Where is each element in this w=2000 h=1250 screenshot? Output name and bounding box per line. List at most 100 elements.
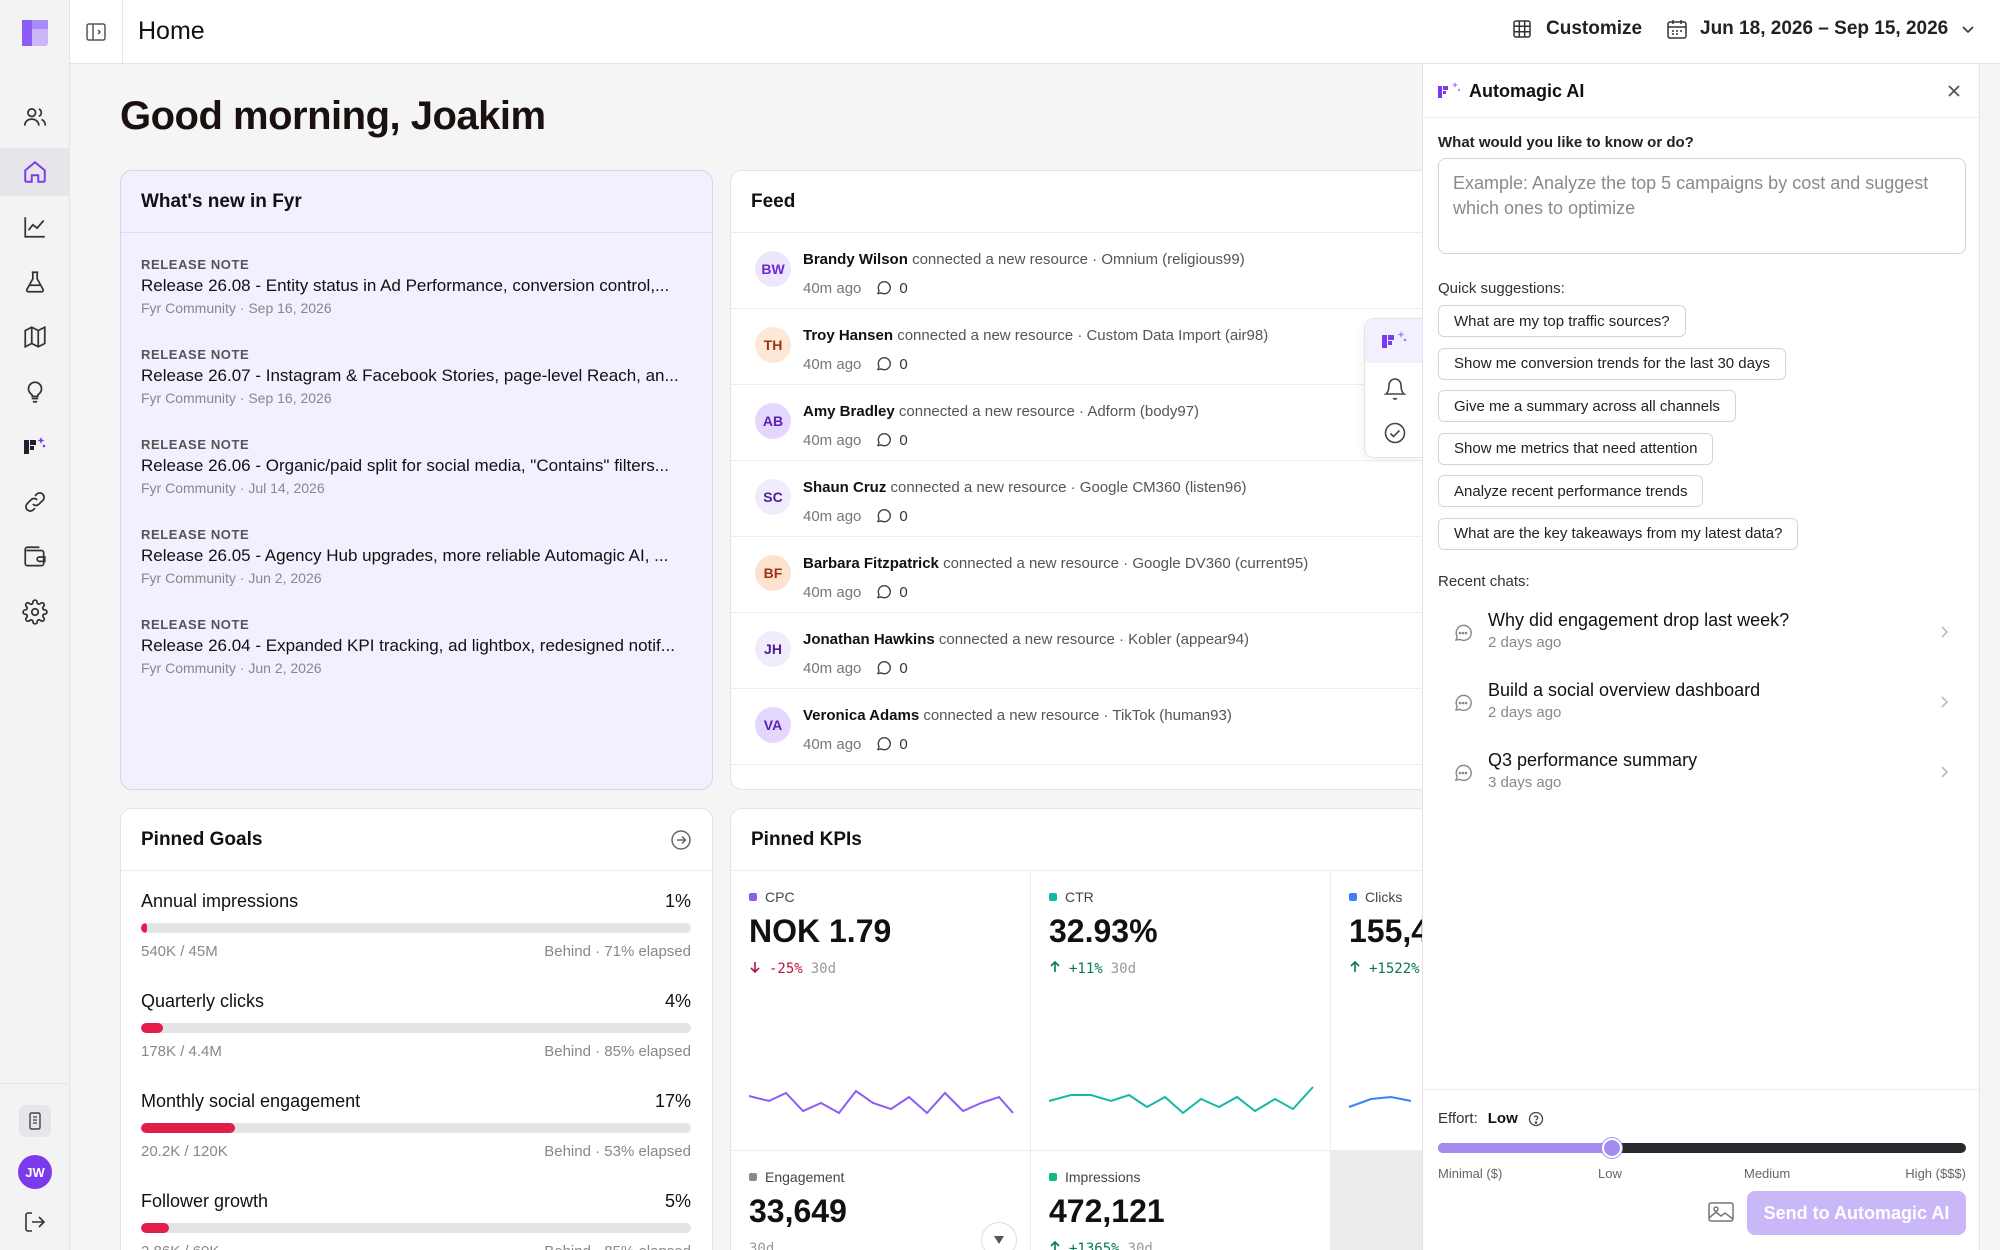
release-note-kicker: RELEASE NOTE (141, 527, 250, 542)
date-range-label: Jun 18, 2026 – Sep 15, 2026 (1700, 18, 1949, 39)
recent-chat-time: 2 days ago (1488, 704, 1562, 721)
recent-chat-item[interactable]: Why did engagement drop last week? 2 days… (1438, 602, 1966, 664)
check-circle-icon[interactable] (1365, 411, 1425, 455)
sidebar-toggle-icon[interactable] (84, 20, 108, 44)
effort-slider[interactable] (1438, 1138, 1966, 1158)
suggestion-chip[interactable]: Give me a summary across all channels (1438, 390, 1736, 422)
feed-avatar: SC (755, 479, 791, 515)
ai-prompt-input[interactable] (1438, 158, 1966, 254)
feed-item[interactable]: AB Amy Bradley connected a new resource ·… (731, 385, 1429, 461)
feed-avatar: JH (755, 631, 791, 667)
effort-slider-thumb[interactable] (1602, 1138, 1623, 1158)
customize-button[interactable]: Customize (1512, 18, 1642, 40)
kpi-delta-row: -25% 30d (749, 961, 836, 977)
suggestion-chip[interactable]: Analyze recent performance trends (1438, 475, 1704, 507)
goal-progress-fill (141, 1123, 235, 1133)
link-icon[interactable] (0, 478, 70, 526)
goal-item[interactable]: Annual impressions 1% 540K / 45M Behind · 7… (141, 891, 691, 960)
comment-count[interactable]: 0 (875, 355, 908, 373)
comment-count-value: 0 (899, 507, 908, 525)
bell-icon[interactable] (1365, 367, 1425, 411)
image-attach-icon[interactable] (1708, 1202, 1734, 1222)
recent-chat-item[interactable]: Build a social overview dashboard 2 days … (1438, 672, 1966, 734)
device-icon[interactable] (0, 1104, 70, 1138)
kpi-tile[interactable]: Engagement 33,649 30d (731, 1151, 1031, 1250)
customize-label: Customize (1546, 18, 1643, 39)
automagic-icon[interactable] (0, 423, 70, 471)
feed-item[interactable]: SC Shaun Cruz connected a new resource · … (731, 461, 1429, 537)
goal-row: Quarterly clicks 4% (141, 991, 691, 1012)
comment-count[interactable]: 0 (875, 583, 908, 601)
send-button[interactable]: Send to Automagic AI (1747, 1191, 1966, 1235)
comment-count[interactable]: 0 (875, 735, 908, 753)
suggestion-chip[interactable]: Show me conversion trends for the last 3… (1438, 347, 1786, 380)
release-note-item[interactable]: RELEASE NOTE Release 26.04 - Expanded KP… (141, 617, 696, 676)
release-note-item[interactable]: RELEASE NOTE Release 26.07 - Instagram &… (141, 347, 696, 406)
arrow-up-icon (1349, 960, 1361, 977)
recent-chat-title: Q3 performance summary (1488, 750, 1698, 770)
feed-text: Barbara Fitzpatrick connected a new reso… (803, 555, 1308, 572)
goal-row: Monthly social engagement 17% (141, 1091, 691, 1112)
goal-row: Follower growth 5% (141, 1191, 691, 1212)
kpi-tile[interactable]: Clicks 155,4 +1522% (1331, 871, 1430, 1151)
feed-item[interactable]: TH Troy Hansen connected a new resource ·… (731, 309, 1429, 385)
feed-item[interactable]: BF Barbara Fitzpatrick connected a new re… (731, 537, 1429, 613)
kpi-tile-placeholder (1331, 1151, 1429, 1250)
scroll-down-button[interactable] (981, 1222, 1017, 1250)
arrow-up-icon (1049, 960, 1061, 977)
feed-item[interactable]: VA Veronica Adams connected a new resourc… (731, 689, 1429, 765)
goal-percent: 4% (664, 991, 691, 1011)
feed-meta: 40m ago 0 (803, 583, 908, 601)
gear-icon[interactable] (0, 588, 70, 636)
goal-name: Follower growth (141, 1191, 269, 1211)
kpi-color-dot (749, 1173, 757, 1181)
comment-count[interactable]: 0 (875, 659, 908, 677)
feed-meta: 40m ago 0 (803, 735, 908, 753)
feed-item[interactable]: JH Jonathan Hawkins connected a new resou… (731, 613, 1429, 689)
home-icon[interactable] (0, 148, 70, 196)
goal-item[interactable]: Follower growth 5% 2.86K / 60K Behind · 85%… (141, 1191, 691, 1250)
kpi-value: 155,4 (1349, 913, 1430, 949)
comment-icon (877, 509, 892, 523)
wallet-icon[interactable] (0, 533, 70, 581)
goal-status: Behind · 85% elapsed (544, 1243, 691, 1250)
pinned-kpis-title: Pinned KPIs (731, 809, 1429, 871)
comment-icon (877, 357, 892, 371)
fyr-logo[interactable] (20, 18, 50, 48)
release-note-item[interactable]: RELEASE NOTE Release 26.05 - Agency Hub … (141, 527, 696, 586)
help-icon[interactable] (1528, 1111, 1544, 1127)
comment-count[interactable]: 0 (875, 431, 908, 449)
release-note-item[interactable]: RELEASE NOTE Release 26.08 - Entity stat… (141, 257, 696, 316)
feed-avatar: BF (755, 555, 791, 591)
feed-time: 40m ago (803, 659, 862, 677)
left-rail: JW (0, 0, 70, 1250)
feed-text: Jonathan Hawkins connected a new resourc… (803, 631, 1249, 648)
map-icon[interactable] (0, 313, 70, 361)
suggestion-chip[interactable]: Show me metrics that need attention (1438, 432, 1714, 465)
feed-item[interactable]: BW Brandy Wilson connected a new resource… (731, 233, 1429, 309)
suggestion-chip[interactable]: What are the key takeaways from my lates… (1438, 517, 1799, 550)
automagic-launcher-icon[interactable] (1365, 319, 1425, 363)
kpi-delta-row: +1522% (1349, 960, 1420, 977)
goal-item[interactable]: Monthly social engagement 17% 20.2K / 120K… (141, 1091, 691, 1160)
kpi-tile[interactable]: CTR 32.93% +11% 30d (1031, 871, 1331, 1151)
comment-count[interactable]: 0 (875, 279, 908, 297)
release-note-item[interactable]: RELEASE NOTE Release 26.06 - Organic/pai… (141, 437, 696, 496)
recent-chat-item[interactable]: Q3 performance summary 3 days ago (1438, 742, 1966, 804)
goal-item[interactable]: Quarterly clicks 4% 178K / 4.4M Behind · 85… (141, 991, 691, 1060)
kpi-tile[interactable]: CPC NOK 1.79 -25% 30d (731, 871, 1031, 1151)
flask-icon[interactable] (0, 258, 70, 306)
logout-icon[interactable] (0, 1210, 70, 1234)
goal-progress-bar (141, 923, 691, 933)
lightbulb-icon[interactable] (0, 368, 70, 416)
user-avatar[interactable]: JW (0, 1155, 70, 1189)
comment-count[interactable]: 0 (875, 507, 908, 525)
arrow-right-circle-icon[interactable] (670, 829, 692, 851)
users-icon[interactable] (0, 93, 70, 141)
close-icon[interactable] (1943, 80, 1965, 102)
date-range-picker[interactable]: Jun 18, 2026 – Sep 15, 2026 (1666, 18, 1976, 40)
suggestion-chip[interactable]: What are my top traffic sources? (1438, 305, 1686, 337)
chart-line-icon[interactable] (0, 203, 70, 251)
comment-count-value: 0 (899, 279, 908, 297)
kpi-tile[interactable]: Impressions 472,121 +1365% 30d (1031, 1151, 1331, 1250)
